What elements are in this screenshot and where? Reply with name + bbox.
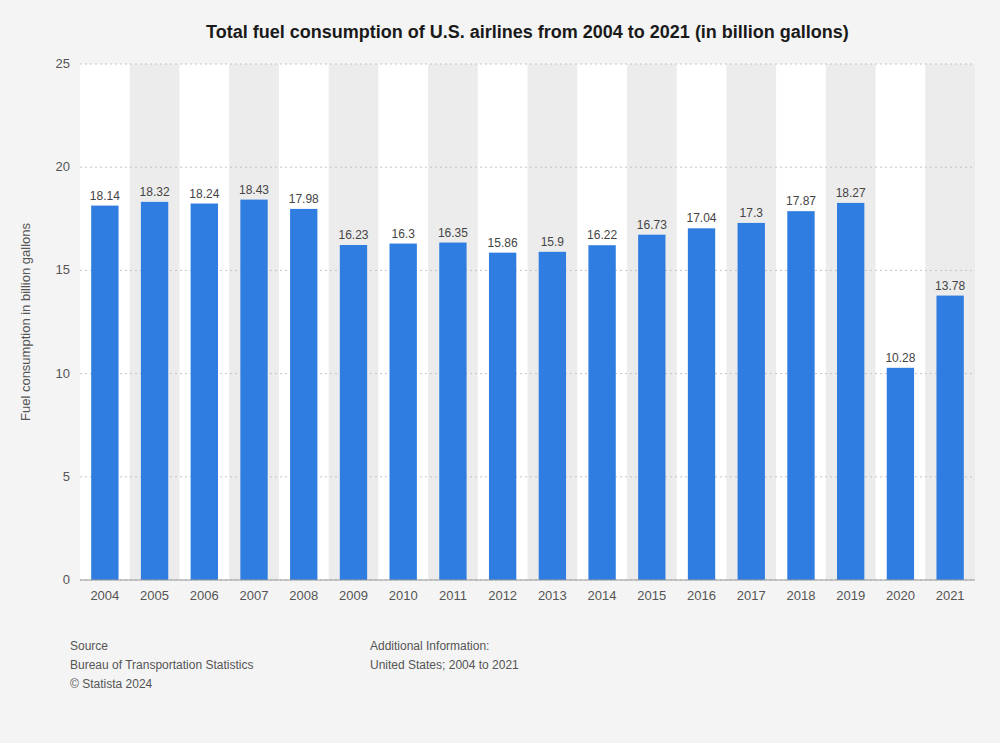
column-band (826, 64, 876, 580)
x-tick-label: 2011 (439, 588, 467, 603)
background (0, 0, 1000, 743)
data-label: 16.35 (438, 226, 468, 240)
bar (588, 245, 615, 580)
x-tick-label: 2005 (140, 588, 169, 603)
column-band (627, 64, 677, 580)
data-label: 17.87 (786, 194, 816, 208)
data-label: 18.14 (90, 189, 120, 203)
data-label: 16.3 (392, 227, 416, 241)
bar (539, 252, 566, 580)
column-band (925, 64, 975, 580)
y-axis-label: Fuel consumption in billion gallons (18, 223, 33, 422)
x-tick-label: 2017 (737, 588, 766, 603)
bar (738, 223, 765, 580)
data-label: 18.43 (239, 183, 269, 197)
x-tick-label: 2015 (637, 588, 666, 603)
annotation-line: © Statista 2024 (70, 677, 153, 691)
y-tick-label: 15 (56, 262, 70, 277)
data-label: 17.3 (740, 206, 764, 220)
bar (91, 206, 118, 580)
grid-line (80, 580, 975, 581)
y-tick-label: 10 (56, 366, 70, 381)
chart-svg: 0 5 10 15 20 25 18.14 18.32 18.24 18.43 17.98 16.23… (0, 0, 1000, 743)
x-tick-label: 2008 (289, 588, 318, 603)
x-tick-label: 2010 (389, 588, 418, 603)
bar (887, 368, 914, 580)
bar (141, 202, 168, 580)
column-band (428, 64, 478, 580)
column-band (726, 64, 776, 580)
annotation: Additional Information: United States; 20… (370, 639, 519, 672)
annotation-line: Source (70, 639, 108, 653)
x-tick-label: 2006 (190, 588, 219, 603)
bars (91, 200, 964, 580)
x-tick-label: 2012 (488, 588, 517, 603)
annotation-line: Additional Information: (370, 639, 489, 653)
column-band (329, 64, 379, 580)
x-axis-line (80, 580, 975, 581)
x-tick-label: 2021 (936, 588, 965, 603)
data-label: 18.27 (836, 186, 866, 200)
x-tick-label: 2014 (588, 588, 617, 603)
data-label: 15.9 (541, 235, 565, 249)
bar (439, 243, 466, 580)
data-label: 16.22 (587, 228, 617, 242)
bar (290, 209, 317, 580)
bar (787, 211, 814, 580)
annotation-line: United States; 2004 to 2021 (370, 658, 519, 672)
column-band (229, 64, 279, 580)
annotation-line: Bureau of Transportation Statistics (70, 658, 253, 672)
bar (191, 204, 218, 580)
y-tick-label: 20 (56, 159, 70, 174)
x-tick-label: 2016 (687, 588, 716, 603)
title: Total fuel consumption of U.S. airlines … (206, 22, 849, 42)
annotation: Source Bureau of Transportation Statistic… (70, 639, 253, 691)
grid-line (80, 167, 975, 168)
bar (240, 200, 267, 580)
data-label: 16.73 (637, 218, 667, 232)
column-band (130, 64, 180, 580)
data-label: 15.86 (488, 236, 518, 250)
bar (936, 296, 963, 580)
data-label: 18.24 (189, 187, 219, 201)
plot-background (80, 64, 975, 580)
y-tick-label: 25 (56, 56, 70, 71)
bar (390, 244, 417, 580)
x-tick-label: 2018 (787, 588, 816, 603)
x-tick-label: 2004 (90, 588, 119, 603)
data-label: 16.23 (338, 228, 368, 242)
data-label: 17.04 (687, 211, 717, 225)
bar (837, 203, 864, 580)
data-label: 18.32 (140, 185, 170, 199)
x-tick-label: 2007 (240, 588, 269, 603)
bar (638, 235, 665, 580)
bar (688, 228, 715, 580)
grid-line (80, 64, 975, 65)
column-band (528, 64, 578, 580)
data-label: 13.78 (935, 279, 965, 293)
x-tick-label: 2013 (538, 588, 567, 603)
chart-container: 0 5 10 15 20 25 18.14 18.32 18.24 18.43 17.98 16.23… (0, 0, 1000, 743)
bar (340, 245, 367, 580)
bar (489, 253, 516, 580)
y-tick-label: 0 (63, 572, 70, 587)
x-tick-label: 2020 (886, 588, 915, 603)
data-label: 10.28 (885, 351, 915, 365)
data-label: 17.98 (289, 192, 319, 206)
x-tick-label: 2009 (339, 588, 368, 603)
x-tick-label: 2019 (836, 588, 865, 603)
y-tick-label: 5 (63, 469, 70, 484)
